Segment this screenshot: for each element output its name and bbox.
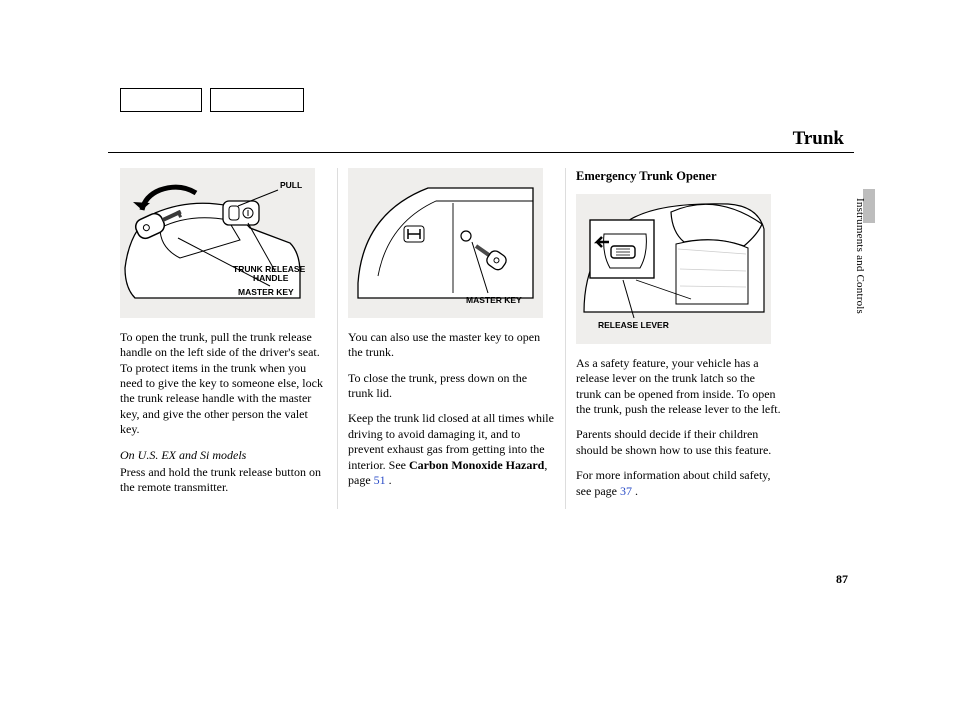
col3-paragraph-1: As a safety feature, your vehicle has a …: [576, 356, 783, 417]
emergency-opener-heading: Emergency Trunk Opener: [576, 168, 783, 184]
title-rule: [108, 152, 854, 153]
col3-paragraph-3: For more information about child safety,…: [576, 468, 783, 499]
fig1-label-master: MASTER KEY: [238, 287, 294, 297]
page: Trunk Instruments and Controls: [0, 0, 954, 710]
fig1-label-pull: PULL: [280, 180, 302, 190]
content-columns: PULL TRUNK RELEASE HANDLE MASTER KEY To …: [120, 168, 793, 509]
col1-paragraph-1: To open the trunk, pull the trunk releas…: [120, 330, 327, 438]
column-1: PULL TRUNK RELEASE HANDLE MASTER KEY To …: [120, 168, 337, 509]
col1-paragraph-2: Press and hold the trunk release button …: [120, 465, 327, 496]
column-3: Emergency Trunk Opener: [565, 168, 793, 509]
column-2: MASTER KEY You can also use the master k…: [337, 168, 565, 509]
figure-master-key-trunk: MASTER KEY: [348, 168, 543, 318]
page-number: 87: [836, 572, 848, 587]
figure-trunk-release-handle: PULL TRUNK RELEASE HANDLE MASTER KEY: [120, 168, 315, 318]
fig2-label-master: MASTER KEY: [466, 295, 522, 305]
page-title: Trunk: [793, 128, 844, 150]
section-label: Instruments and Controls: [854, 198, 866, 314]
col3-paragraph-2: Parents should decide if their children …: [576, 427, 783, 458]
col2-p3-end: .: [386, 473, 392, 487]
page-link-51[interactable]: 51: [374, 473, 386, 487]
fig3-label-lever: RELEASE LEVER: [598, 320, 669, 330]
col2-paragraph-1: You can also use the master key to open …: [348, 330, 555, 361]
svg-text:HANDLE: HANDLE: [253, 273, 289, 283]
carbon-monoxide-ref: Carbon Monoxide Hazard: [409, 458, 544, 472]
placeholder-box-1: [120, 88, 202, 112]
col3-p3-lead: For more information about child safety,…: [576, 468, 771, 497]
header-placeholder-boxes: [120, 88, 304, 112]
col2-paragraph-2: To close the trunk, press down on the tr…: [348, 371, 555, 402]
col3-p3-end: .: [632, 484, 638, 498]
col2-paragraph-3: Keep the trunk lid closed at all times w…: [348, 411, 555, 488]
col1-note-text: On U.S. EX and Si models: [120, 448, 246, 462]
col1-model-note: On U.S. EX and Si models: [120, 448, 327, 463]
placeholder-box-2: [210, 88, 304, 112]
figure-emergency-release: RELEASE LEVER: [576, 194, 771, 344]
page-link-37[interactable]: 37: [620, 484, 632, 498]
